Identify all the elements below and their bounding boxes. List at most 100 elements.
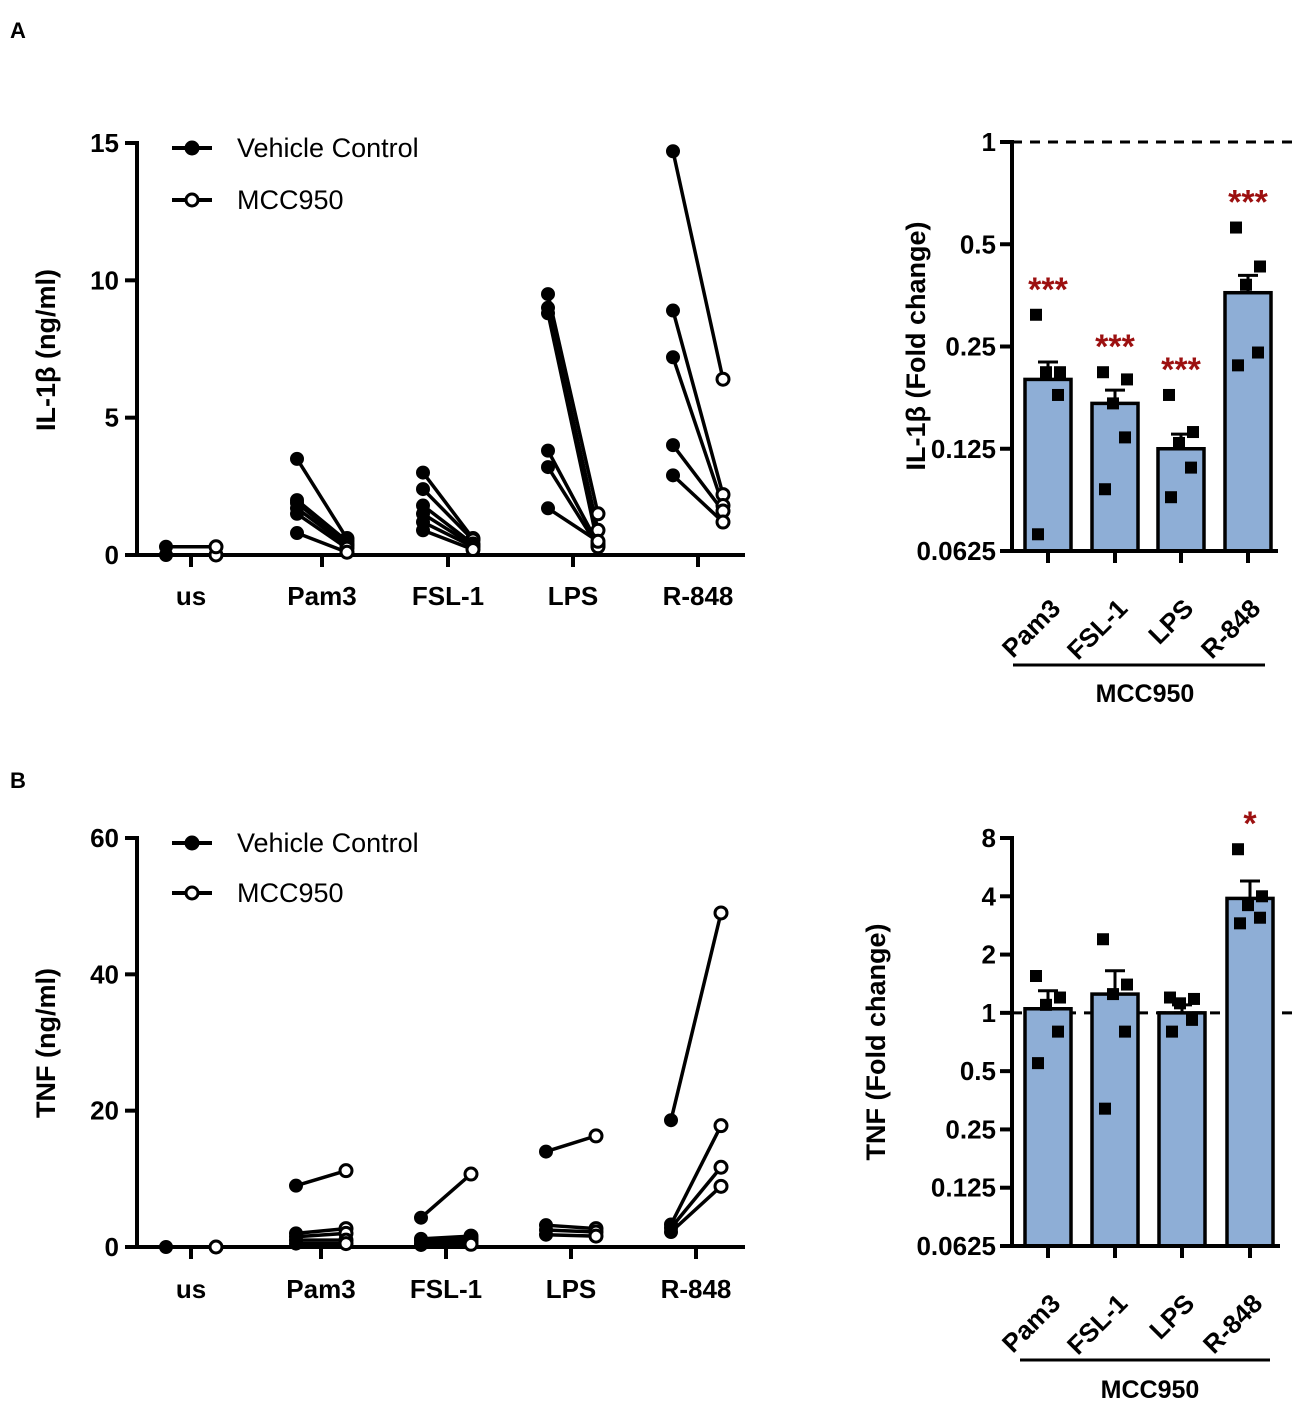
pair-line [545,1134,597,1154]
mcc950-point [338,1163,354,1179]
data-point [1107,988,1119,1001]
x-tick-label: FSL-1 [412,581,484,611]
pair-line [295,506,349,547]
data-point [1107,397,1119,410]
data-point [1240,278,1252,291]
vehicle-point [414,1237,428,1252]
pair-line [546,449,600,545]
vehicle-point [666,468,680,483]
pair-line [546,312,600,546]
vehicle-point [541,287,555,302]
data-point [1254,911,1266,924]
y-tick-label: 0.0625 [916,536,996,566]
vehicle-point [666,350,680,365]
x-tick-label: us [176,581,206,611]
y-tick-label: 10 [90,265,119,295]
data-point [1119,431,1131,444]
y-tick-label: 0.125 [931,1173,996,1203]
y-tick-label: 0.25 [945,1114,996,1144]
mcc950-point [339,544,355,560]
x-tick-label: LPS [548,581,599,611]
x-tick-label: FSL-1 [1061,593,1133,665]
bar [1090,992,1140,1248]
x-tick-label: us [176,1274,206,1304]
y-tick-label: 15 [90,128,119,158]
data-point [1032,528,1044,541]
pair-line [296,512,348,550]
significance-marker: *** [1161,351,1201,389]
group-label: MCC950 [1096,680,1195,708]
pair-line [295,1226,347,1236]
mcc950-point [465,542,481,558]
pair-line [669,912,723,1121]
data-point [1052,388,1064,401]
mcc950-point [713,1118,729,1134]
pair-line [420,1242,472,1247]
tnf-concentration-chart: 0 20 40 60 us Pam3 FSL-1 LPS R-848 TNF (ng/ml) Veh… [31,823,745,1304]
significance-marker: *** [1028,271,1068,309]
vehicle-point [159,539,173,554]
y-tick-label: 0.5 [960,229,996,259]
data-point [1099,483,1111,496]
vehicle-point [416,465,430,480]
data-point [1163,388,1175,401]
y-tick-label: 5 [105,403,119,433]
legend-label: Vehicle Control [237,133,419,163]
legend-marker-vehicle [184,835,200,851]
data-point [1185,461,1197,474]
pair-line [669,1124,723,1226]
vehicle-point [666,438,680,453]
mcc950-point [713,1159,729,1175]
y-tick-label: 0.125 [931,434,996,464]
pair-line [546,466,600,548]
data-point [1166,1025,1178,1038]
data-point [1121,373,1133,386]
data-point [1242,899,1254,912]
panel-letter-b: B [10,768,26,793]
data-point [1099,1102,1111,1115]
pair-line [295,498,349,543]
y-tick-label: 40 [90,959,119,989]
pair-line [671,444,725,513]
pair-line [420,1237,472,1243]
pair-line [545,1232,597,1238]
pair-line [671,356,725,507]
vehicle-point [666,144,680,159]
vehicle-point [664,1225,678,1240]
pair-line [546,293,600,515]
pair-line [671,474,725,524]
y-axis-label: TNF (Fold change) [861,924,891,1161]
data-point [1097,366,1109,379]
data-point [1234,917,1246,930]
vehicle-point [290,526,304,541]
vehicle-point [159,1240,173,1254]
significance-marker: *** [1095,328,1135,366]
pair-line [296,531,348,554]
y-tick-label: 0 [105,1232,119,1262]
legend-marker-mcc950 [184,192,200,208]
mcc950-point [463,1236,479,1252]
y-tick-label: 0.25 [945,332,996,362]
data-point [1097,933,1109,946]
y-tick-label: 8 [982,823,996,853]
mcc950-point [713,905,729,921]
x-tick-label: LPS [546,1274,597,1304]
y-tick-label: 1 [982,127,996,157]
y-tick-label: 0.5 [960,1056,996,1086]
bar [1023,377,1073,553]
legend-label: MCC950 [237,185,344,215]
data-point [1254,260,1266,273]
x-tick-label: R-848 [1195,593,1266,664]
mcc950-point [713,1178,729,1194]
pair-line [545,1228,597,1234]
panel-letter-a: A [10,18,26,43]
pair-line [421,504,475,546]
bar [1225,896,1275,1248]
vehicle-point [289,1178,303,1193]
pair-line [422,512,474,547]
mcc950-point [208,1239,224,1255]
pair-line [421,471,475,540]
x-tick-label: Pam3 [286,1274,355,1304]
vehicle-point [289,1236,303,1251]
data-point [1052,1025,1064,1038]
